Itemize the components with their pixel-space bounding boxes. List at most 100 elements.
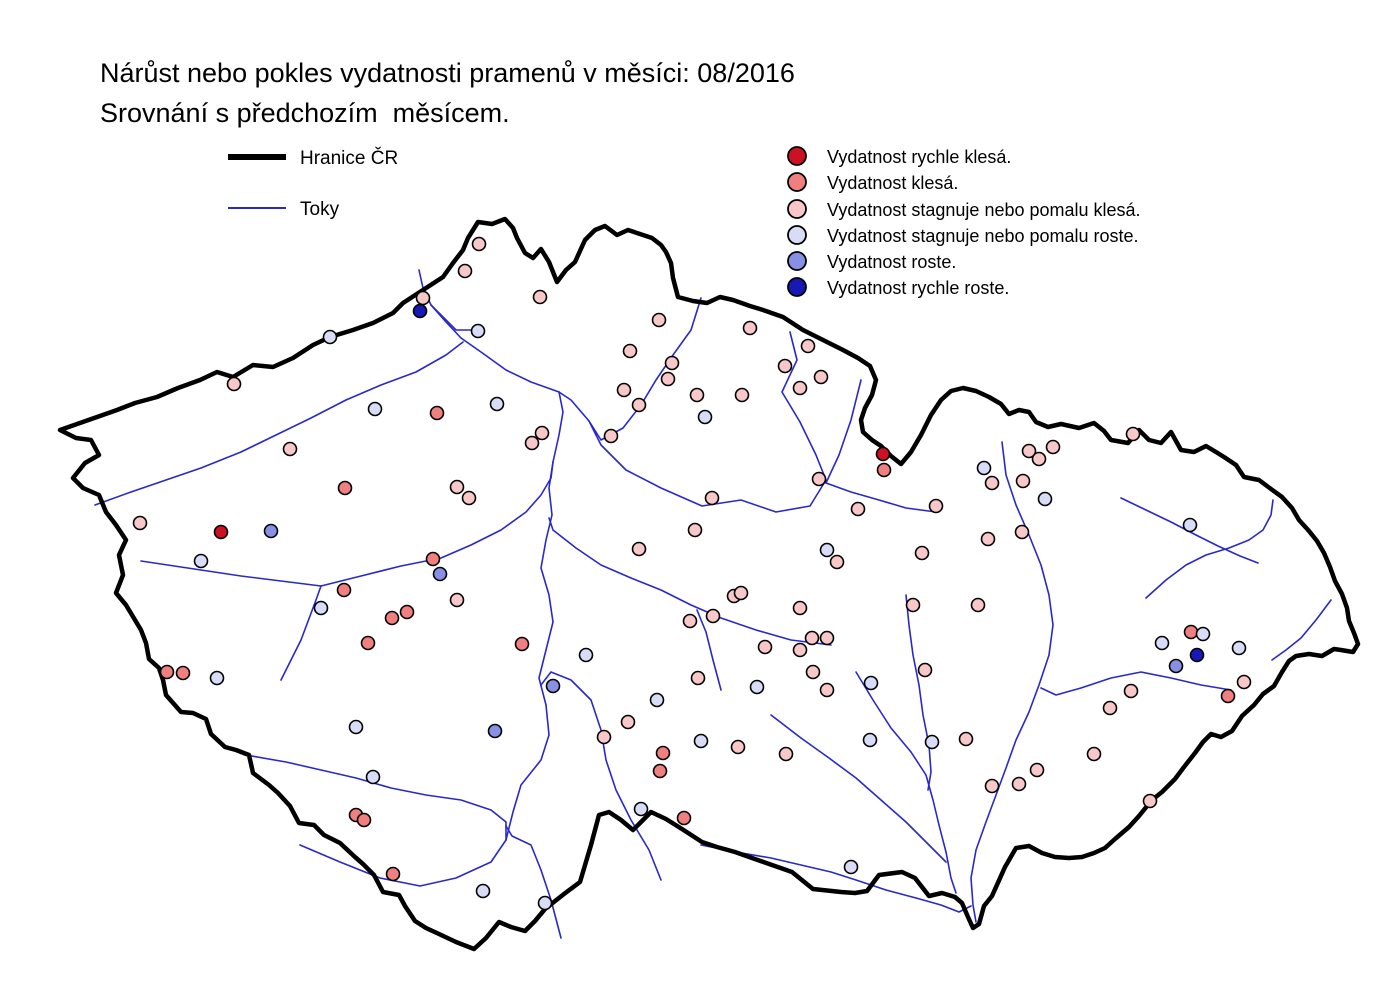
spring-dot <box>337 480 353 496</box>
spring-dot <box>1154 635 1170 651</box>
spring-dot <box>1189 647 1205 663</box>
legend-dot-icon <box>787 146 807 166</box>
spring-dot <box>876 462 892 478</box>
spring-dot <box>1236 674 1252 690</box>
spring-dot <box>704 490 720 506</box>
spring-dot <box>730 739 746 755</box>
spring-dot <box>616 382 632 398</box>
spring-dot <box>132 515 148 531</box>
spring-dot <box>475 883 491 899</box>
spring-dot <box>813 369 829 385</box>
spring-dot <box>1086 746 1102 762</box>
spring-dot <box>1182 517 1198 533</box>
river-malse <box>505 825 562 939</box>
river-jihlava <box>770 714 947 863</box>
page-title: Nárůst nebo pokles vydatnosti pramenů v … <box>100 58 795 88</box>
spring-dot <box>545 678 561 694</box>
spring-dot <box>778 746 794 762</box>
spring-dot <box>1168 658 1184 674</box>
spring-dot <box>432 566 448 582</box>
river-otava <box>245 754 507 841</box>
river-labe-upper <box>558 331 827 513</box>
spring-dot <box>976 460 992 476</box>
spring-dot <box>811 471 827 487</box>
spring-dot <box>1183 624 1199 640</box>
spring-dot <box>690 670 706 686</box>
river-orlice <box>825 482 937 513</box>
spring-dot <box>664 355 680 371</box>
legend-item-label: Vydatnost stagnuje nebo pomalu klesá. <box>827 200 1141 220</box>
spring-dot <box>742 320 758 336</box>
rivers-layer <box>94 269 1332 939</box>
spring-dot <box>193 553 209 569</box>
spring-dot <box>532 289 548 305</box>
spring-dot <box>471 236 487 252</box>
river-berounka <box>140 461 554 587</box>
spring-dot <box>829 554 845 570</box>
spring-dot <box>209 670 225 686</box>
spring-dot <box>415 290 431 306</box>
legend-item-label: Vydatnost rychle klesá. <box>827 147 1011 167</box>
spring-dot <box>1142 793 1158 809</box>
spring-dot <box>1102 700 1118 716</box>
spring-dot <box>449 592 465 608</box>
river-opava <box>1120 497 1259 564</box>
spring-dot <box>777 358 793 374</box>
spring-dot <box>875 446 891 462</box>
legend-item-label: Vydatnost klesá. <box>827 173 958 193</box>
spring-dot <box>792 380 808 396</box>
spring-dot <box>1195 626 1211 642</box>
river-olse <box>1271 599 1332 661</box>
spring-dot <box>800 338 816 354</box>
legend-dot-icon <box>787 277 807 297</box>
spring-dot <box>652 763 668 779</box>
country-border <box>57 216 1361 952</box>
spring-dot <box>470 323 486 339</box>
spring-dot <box>1125 426 1141 442</box>
spring-dot <box>360 635 376 651</box>
legend-item-label: Vydatnost rychle roste. <box>827 278 1009 298</box>
spring-dot <box>449 479 465 495</box>
spring-dot <box>457 263 473 279</box>
spring-dot <box>984 778 1000 794</box>
legend-item: Vydatnost stagnuje nebo pomalu roste. <box>787 225 1139 246</box>
spring-dot <box>263 523 279 539</box>
spring-dot <box>928 498 944 514</box>
spring-dot <box>660 371 676 387</box>
spring-dot <box>356 812 372 828</box>
river-vltava <box>299 391 564 887</box>
river-jizera <box>588 297 702 441</box>
spring-dot <box>804 630 820 646</box>
spring-dot <box>1231 640 1247 656</box>
spring-dot <box>733 585 749 601</box>
spring-dot <box>980 531 996 547</box>
river-upa <box>825 379 862 484</box>
legend-dot-icon <box>787 199 807 219</box>
spring-dot <box>336 582 352 598</box>
spring-dot <box>805 664 821 680</box>
spring-dot <box>412 303 428 319</box>
spring-dot <box>693 733 709 749</box>
spring-dot <box>819 630 835 646</box>
river-labe-lower <box>418 269 560 393</box>
spring-dot <box>970 597 986 613</box>
spring-dot <box>697 409 713 425</box>
spring-dot <box>757 639 773 655</box>
spring-dots-layer <box>132 236 1252 911</box>
river-odra <box>1145 499 1274 599</box>
river-sazava <box>548 517 832 646</box>
spring-dot <box>1220 688 1236 704</box>
river-becva <box>1040 671 1232 696</box>
spring-dot <box>524 435 540 451</box>
legend-item: Vydatnost klesá. <box>787 172 958 193</box>
spring-dot <box>622 343 638 359</box>
spring-dot <box>705 608 721 624</box>
spring-dot <box>399 604 415 620</box>
spring-dot <box>365 769 381 785</box>
page-subtitle: Srovnání s předchozím měsícem. <box>100 98 510 128</box>
spring-dot <box>603 428 619 444</box>
spring-dot <box>792 600 808 616</box>
spring-dot <box>863 675 879 691</box>
spring-dot <box>1123 683 1139 699</box>
